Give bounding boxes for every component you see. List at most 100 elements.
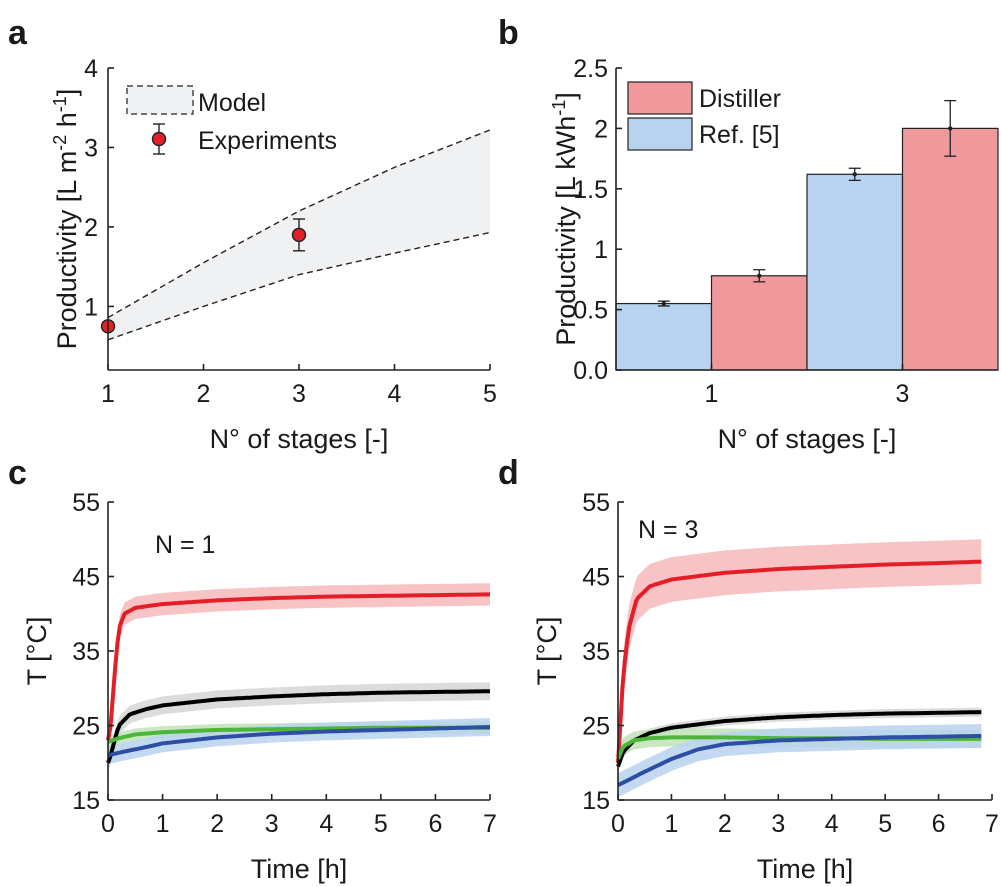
- bar-mean-dot: [757, 273, 762, 278]
- y-tick-label: 35: [72, 638, 100, 666]
- panel-d-ylabel: T [°C]: [532, 617, 562, 686]
- panel-a-ylabel: Productivity [L m-2 h-1]: [50, 89, 82, 350]
- bar-mean-dot: [852, 172, 857, 177]
- bar: [710, 275, 808, 371]
- blue-series-band: [618, 724, 982, 797]
- panel-c-annotation: N = 1: [155, 531, 215, 559]
- x-tick-label: 5: [483, 380, 497, 408]
- bar: [615, 302, 713, 371]
- y-tick-label: 4: [84, 55, 98, 83]
- y-tick-label: 1: [594, 236, 608, 264]
- blue-series-line: [617, 733, 982, 787]
- x-tick-label: 1: [664, 810, 678, 838]
- panel-b-ticks: 1 3 0.0 0.5 1 1.5 2 2.5: [573, 55, 909, 408]
- y-tick-label: 15: [582, 787, 610, 815]
- legend-model-swatch: [126, 85, 194, 115]
- y-tick-label: 1: [84, 293, 98, 321]
- y-tick-label: 25: [582, 713, 610, 741]
- panel-a-xlabel: N° of stages [-]: [210, 424, 389, 454]
- legend-experiments-marker: [151, 131, 167, 147]
- x-tick-label: 1: [101, 380, 115, 408]
- legend-ref-swatch: [627, 117, 693, 151]
- panel-b-plot: [615, 99, 999, 371]
- panel-a: a 1 2 3 4 5 1 2 3 4 N° of stages [-] Productivit…: [8, 14, 497, 454]
- y-tick-label: 0.0: [573, 357, 608, 385]
- panel-d-xlabel: Time [h]: [757, 854, 854, 884]
- panel-b-ylabel: Productivity [L kWh-1]: [549, 92, 581, 346]
- panel-d-annotation: N = 3: [638, 516, 698, 544]
- red-series-line: [106, 592, 490, 741]
- y-tick-label: 55: [582, 489, 610, 517]
- x-tick-label: 5: [374, 810, 388, 838]
- bar-mean-dot: [661, 301, 666, 306]
- y-tick-label: 45: [72, 564, 100, 592]
- y-tick-label: 25: [72, 713, 100, 741]
- red-series-line: [616, 559, 982, 763]
- panel-a-legend: Model Experiments: [126, 85, 337, 155]
- x-tick-label: 4: [825, 810, 839, 838]
- black-series-line: [616, 710, 982, 768]
- panel-c-letter: c: [8, 454, 27, 492]
- panel-b-axes: [615, 68, 998, 371]
- x-tick-label: 2: [718, 810, 732, 838]
- experiment-point: [291, 227, 307, 243]
- legend-experiments-label: Experiments: [198, 127, 337, 155]
- bar: [806, 173, 904, 371]
- x-tick-label: 3: [265, 810, 279, 838]
- panel-b-xlabel: N° of stages [-]: [718, 424, 897, 454]
- y-tick-label: 35: [582, 638, 610, 666]
- y-tick-label: 45: [582, 564, 610, 592]
- model-upper-bound: [107, 129, 491, 319]
- x-tick-label: 1: [705, 380, 719, 408]
- y-tick-label: 1.5: [573, 176, 608, 204]
- x-tick-label: 5: [878, 810, 892, 838]
- red-series-band: [108, 583, 490, 752]
- bar: [901, 127, 999, 371]
- panel-a-ticks: 1 2 3 4 5 1 2 3 4: [84, 55, 497, 408]
- model-lower-bound: [107, 231, 491, 341]
- y-tick-label: 2: [84, 214, 98, 242]
- y-tick-label: 2: [594, 115, 608, 143]
- x-tick-label: 0: [101, 810, 115, 838]
- x-tick-label: 6: [932, 810, 946, 838]
- panel-a-letter: a: [8, 14, 28, 52]
- x-tick-label: 7: [985, 810, 999, 838]
- panel-b: b 1 3 0.0 0.5 1 1.5 2 2.5 N° of stages [-] Prod…: [498, 14, 999, 454]
- panel-b-legend: Distiller Ref. [5]: [627, 81, 781, 151]
- y-tick-label: 15: [72, 787, 100, 815]
- panel-a-plot: [100, 129, 491, 341]
- y-tick-label: 55: [72, 489, 100, 517]
- x-tick-label: 2: [210, 810, 224, 838]
- x-tick-label: 6: [428, 810, 442, 838]
- x-tick-label: 4: [319, 810, 333, 838]
- panel-d-plot: [616, 539, 982, 797]
- panel-d-letter: d: [498, 454, 519, 492]
- black-series-line: [106, 689, 491, 764]
- x-tick-label: 3: [896, 380, 910, 408]
- legend-distiller-label: Distiller: [699, 85, 781, 113]
- y-tick-label: 2.5: [573, 55, 608, 83]
- legend-distiller-swatch: [627, 81, 693, 115]
- panel-b-letter: b: [498, 14, 519, 52]
- black-series-band: [108, 682, 490, 772]
- y-tick-label: 0.5: [573, 297, 608, 325]
- x-tick-label: 4: [388, 380, 402, 408]
- y-tick-label: 3: [84, 134, 98, 162]
- legend-ref-label: Ref. [5]: [699, 121, 780, 149]
- x-tick-label: 3: [771, 810, 785, 838]
- panel-c-plot: [106, 583, 491, 772]
- panel-c-ylabel: T [°C]: [22, 617, 52, 686]
- bar-mean-dot: [948, 126, 953, 131]
- legend-model-label: Model: [198, 89, 266, 117]
- blue-series-line: [107, 725, 491, 758]
- panel-c-xlabel: Time [h]: [251, 854, 348, 884]
- x-tick-label: 2: [197, 380, 211, 408]
- x-tick-label: 0: [611, 810, 625, 838]
- x-tick-label: 7: [483, 810, 497, 838]
- x-tick-label: 3: [292, 380, 306, 408]
